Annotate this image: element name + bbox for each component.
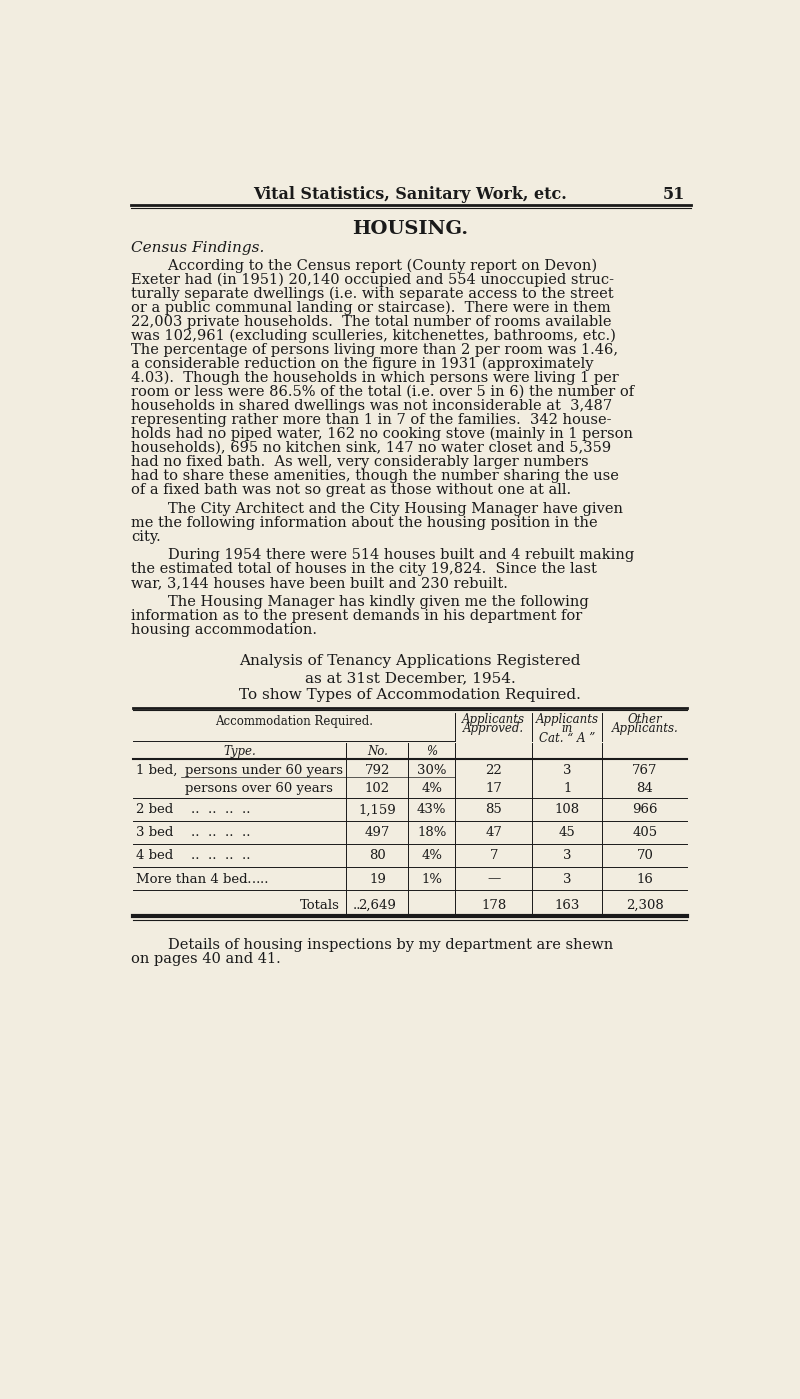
Text: 80: 80 xyxy=(369,849,386,863)
Text: Accommodation Required.: Accommodation Required. xyxy=(214,715,373,727)
Text: as at 31st December, 1954.: as at 31st December, 1954. xyxy=(305,672,515,686)
Text: To show Types of Accommodation Required.: To show Types of Accommodation Required. xyxy=(239,688,581,702)
Text: persons under 60 years: persons under 60 years xyxy=(186,764,343,776)
Text: 1: 1 xyxy=(563,782,571,795)
Text: The percentage of persons living more than 2 per room was 1.46,: The percentage of persons living more th… xyxy=(131,343,618,357)
Text: 2,649: 2,649 xyxy=(358,898,396,912)
Text: households), 695 no kitchen sink, 147 no water closet and 5,359: households), 695 no kitchen sink, 147 no… xyxy=(131,441,611,455)
Text: 85: 85 xyxy=(486,803,502,816)
Text: Exeter had (in 1951) 20,140 occupied and 554 unoccupied struc-: Exeter had (in 1951) 20,140 occupied and… xyxy=(131,273,614,287)
Text: 22,003 private households.  The total number of rooms available: 22,003 private households. The total num… xyxy=(131,315,611,329)
Text: 4.03).  Though the households in which persons were living 1 per: 4.03). Though the households in which pe… xyxy=(131,371,618,385)
Text: ..  ..  ..  ..: .. .. .. .. xyxy=(190,849,250,863)
Text: Details of housing inspections by my department are shewn: Details of housing inspections by my dep… xyxy=(131,939,614,953)
Text: Totals: Totals xyxy=(300,898,340,912)
Text: Type.: Type. xyxy=(223,744,256,758)
Text: 102: 102 xyxy=(365,782,390,795)
Text: ..  ..  ..  ..: .. .. .. .. xyxy=(190,827,250,839)
Text: HOUSING.: HOUSING. xyxy=(352,220,468,238)
Text: The City Architect and the City Housing Manager have given: The City Architect and the City Housing … xyxy=(131,502,623,516)
Text: %: % xyxy=(426,744,438,758)
Text: the estimated total of houses in the city 19,824.  Since the last: the estimated total of houses in the cit… xyxy=(131,562,597,576)
Text: Analysis of Tenancy Applications Registered: Analysis of Tenancy Applications Registe… xyxy=(239,653,581,667)
Text: holds had no piped water, 162 no cooking stove (mainly in 1 person: holds had no piped water, 162 no cooking… xyxy=(131,427,633,441)
Text: 84: 84 xyxy=(637,782,654,795)
Text: 767: 767 xyxy=(632,764,658,776)
Text: 30%: 30% xyxy=(417,764,446,776)
Text: 45: 45 xyxy=(559,827,576,839)
Text: room or less were 86.5% of the total (i.e. over 5 in 6) the number of: room or less were 86.5% of the total (i.… xyxy=(131,385,634,399)
Text: 163: 163 xyxy=(554,898,580,912)
Text: 966: 966 xyxy=(632,803,658,816)
Text: Other: Other xyxy=(627,713,662,726)
Text: 3 bed: 3 bed xyxy=(136,827,173,839)
Text: city.: city. xyxy=(131,530,161,544)
Text: During 1954 there were 514 houses built and 4 rebuilt making: During 1954 there were 514 houses built … xyxy=(131,548,634,562)
Text: 1%: 1% xyxy=(421,873,442,886)
Text: 2,308: 2,308 xyxy=(626,898,664,912)
Text: households in shared dwellings was not inconsiderable at  3,487: households in shared dwellings was not i… xyxy=(131,399,612,413)
Text: a considerable reduction on the figure in 1931 (approximately: a considerable reduction on the figure i… xyxy=(131,357,594,371)
Text: Cat. “ A ”: Cat. “ A ” xyxy=(539,732,595,744)
Text: 19: 19 xyxy=(369,873,386,886)
Text: ..: .. xyxy=(353,898,361,912)
Text: 7: 7 xyxy=(490,849,498,863)
Text: 3: 3 xyxy=(563,849,571,863)
Text: in: in xyxy=(562,722,573,736)
Text: Vital Statistics, Sanitary Work, etc.: Vital Statistics, Sanitary Work, etc. xyxy=(253,186,567,203)
Text: Applicants: Applicants xyxy=(462,713,526,726)
Text: ..  ..: .. .. xyxy=(242,873,268,886)
Text: According to the Census report (County report on Devon): According to the Census report (County r… xyxy=(131,259,597,273)
Text: No.: No. xyxy=(367,744,388,758)
Text: 2 bed: 2 bed xyxy=(136,803,173,816)
Text: 1 bed,: 1 bed, xyxy=(136,764,177,776)
Text: Census Findings.: Census Findings. xyxy=(131,241,264,255)
Text: of a fixed bath was not so great as those without one at all.: of a fixed bath was not so great as thos… xyxy=(131,483,571,497)
Text: 70: 70 xyxy=(636,849,654,863)
Text: had no fixed bath.  As well, very considerably larger numbers: had no fixed bath. As well, very conside… xyxy=(131,455,589,469)
Text: 51: 51 xyxy=(662,186,685,203)
Text: 4 bed: 4 bed xyxy=(136,849,173,863)
Text: —: — xyxy=(487,873,500,886)
Text: 178: 178 xyxy=(481,898,506,912)
Text: 792: 792 xyxy=(365,764,390,776)
Text: 4%: 4% xyxy=(421,849,442,863)
Text: on pages 40 and 41.: on pages 40 and 41. xyxy=(131,953,281,967)
Text: ..  ..  ..  ..: .. .. .. .. xyxy=(190,803,250,816)
Text: persons over 60 years: persons over 60 years xyxy=(186,782,333,795)
Text: turally separate dwellings (i.e. with separate access to the street: turally separate dwellings (i.e. with se… xyxy=(131,287,614,301)
Text: 17: 17 xyxy=(486,782,502,795)
Text: had to share these amenities, though the number sharing the use: had to share these amenities, though the… xyxy=(131,469,619,483)
Text: 22: 22 xyxy=(486,764,502,776)
Text: 3: 3 xyxy=(563,764,571,776)
Text: Approved.: Approved. xyxy=(463,722,524,736)
Text: was 102,961 (excluding sculleries, kitchenettes, bathrooms, etc.): was 102,961 (excluding sculleries, kitch… xyxy=(131,329,616,343)
Text: More than 4 bed ..: More than 4 bed .. xyxy=(136,873,260,886)
Text: 18%: 18% xyxy=(417,827,446,839)
Text: 47: 47 xyxy=(486,827,502,839)
Text: 4%: 4% xyxy=(421,782,442,795)
Text: housing accommodation.: housing accommodation. xyxy=(131,623,317,637)
Text: war, 3,144 houses have been built and 230 rebuilt.: war, 3,144 houses have been built and 23… xyxy=(131,576,508,590)
Text: or a public communal landing or staircase).  There were in them: or a public communal landing or staircas… xyxy=(131,301,610,315)
Text: Applicants: Applicants xyxy=(536,713,599,726)
Text: 405: 405 xyxy=(632,827,658,839)
Text: information as to the present demands in his department for: information as to the present demands in… xyxy=(131,609,582,623)
Text: me the following information about the housing position in the: me the following information about the h… xyxy=(131,516,598,530)
Text: 1,159: 1,159 xyxy=(358,803,396,816)
Text: The Housing Manager has kindly given me the following: The Housing Manager has kindly given me … xyxy=(131,595,589,609)
Text: 497: 497 xyxy=(365,827,390,839)
Text: 16: 16 xyxy=(636,873,654,886)
Text: Applicants.: Applicants. xyxy=(611,722,678,736)
Text: 3: 3 xyxy=(563,873,571,886)
Text: 108: 108 xyxy=(554,803,580,816)
Text: representing rather more than 1 in 7 of the families.  342 house-: representing rather more than 1 in 7 of … xyxy=(131,413,611,427)
Text: 43%: 43% xyxy=(417,803,446,816)
